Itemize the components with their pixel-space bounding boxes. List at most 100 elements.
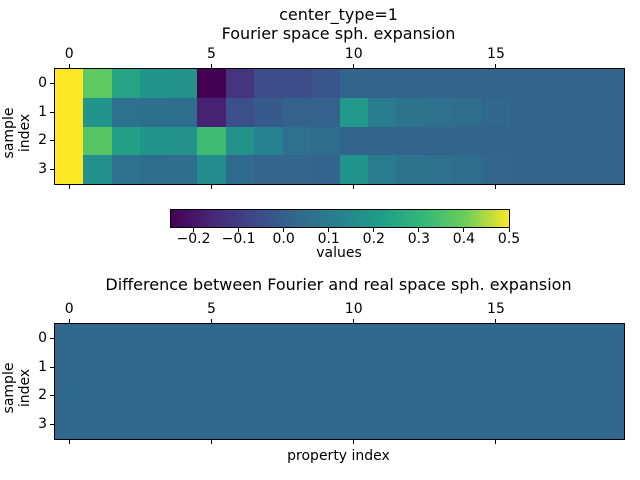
heatmap-cell	[538, 69, 568, 98]
colorbar-tick-label: −0.2	[176, 231, 211, 247]
heatmap-cell	[254, 381, 283, 411]
heatmap-cell	[311, 97, 340, 127]
colorbar-tick-mark	[283, 228, 285, 232]
heatmap-cell	[396, 352, 425, 382]
heatmap-cell	[168, 126, 198, 156]
x-tick-mark	[68, 64, 70, 68]
x-tick-label: 0	[64, 301, 74, 317]
heatmap-cell	[595, 381, 624, 411]
x-tick-mark	[495, 440, 497, 444]
y-tick-mark	[50, 424, 54, 426]
heatmap-cell	[339, 324, 368, 353]
heatmap-cell	[168, 410, 198, 439]
heatmap-cell	[510, 410, 539, 439]
heatmap-cell	[396, 155, 425, 184]
heatmap-cell	[567, 97, 596, 127]
heatmap-cell	[396, 97, 425, 127]
heatmap-cell	[311, 126, 340, 156]
heatmap-cell	[254, 126, 283, 156]
heatmap-cell	[168, 69, 198, 98]
x-tick-label: 15	[487, 46, 505, 62]
heatmap-cell	[339, 126, 368, 156]
heatmap-cell	[567, 324, 596, 353]
heatmap-cell	[567, 155, 596, 184]
heatmap-cell	[567, 410, 596, 439]
heatmap-cell	[567, 126, 596, 156]
heatmap-cell	[140, 352, 169, 382]
heatmap-cell	[396, 410, 425, 439]
colorbar-tick-label: −0.1	[221, 231, 256, 247]
heatmap-cell	[140, 97, 169, 127]
heatmap-cell	[311, 155, 340, 184]
y-tick-mark	[50, 169, 54, 171]
heatmap-cell	[481, 69, 511, 98]
colorbar-tick-mark	[193, 228, 195, 232]
heatmap-cell	[282, 410, 312, 439]
heatmap-cell	[282, 381, 312, 411]
heatmap-cell	[595, 126, 624, 156]
heatmap-cell	[339, 69, 368, 98]
y-tick-label: 3	[38, 416, 47, 433]
colorbar: −0.2 −0.1 0.0 0.1 0.2 0.3 0.4 0.5	[170, 209, 520, 247]
colorbar-tick-mark	[463, 228, 465, 232]
heatmap-cell	[83, 126, 112, 156]
heatmap-cell	[567, 69, 596, 98]
heatmap-cell	[367, 97, 397, 127]
y-tick-label: 2	[38, 132, 47, 149]
heatmap-cell	[396, 126, 425, 156]
y-tick-label: 2	[38, 387, 47, 404]
heatmap-cell	[339, 352, 368, 382]
heatmap-cell	[424, 324, 454, 353]
heatmap-cell	[83, 410, 112, 439]
colorbar-tick-label: 0.2	[362, 231, 385, 247]
heatmap-cell	[111, 410, 141, 439]
heatmap-cell	[339, 381, 368, 411]
heatmap-cell	[83, 69, 112, 98]
y-tick-mark	[50, 366, 54, 368]
heatmap-cell	[111, 69, 141, 98]
heatmap-cell	[111, 155, 141, 184]
heatmap-cell	[55, 410, 84, 439]
x-tick-label: 0	[64, 46, 74, 62]
heatmap-grid	[55, 324, 624, 439]
heatmap-cell	[254, 155, 283, 184]
heatmap-cell	[396, 324, 425, 353]
heatmap-cell	[225, 126, 255, 156]
x-tick-mark	[353, 319, 355, 323]
heatmap-cell	[55, 155, 84, 184]
colorbar-tick-mark	[508, 228, 510, 232]
heatmap-cell	[111, 381, 141, 411]
heatmap-cell	[481, 352, 511, 382]
top-heatmap-title: Fourier space sph. expansion	[221, 24, 456, 43]
heatmap-cell	[225, 352, 255, 382]
heatmap-cell	[481, 381, 511, 411]
y-tick-label: 3	[38, 161, 47, 178]
colorbar-tick-label: 0.5	[497, 231, 521, 247]
heatmap-cell	[538, 410, 568, 439]
heatmap-cell	[424, 410, 454, 439]
heatmap-cell	[453, 410, 482, 439]
heatmap-cell	[140, 410, 169, 439]
heatmap-cell	[140, 155, 169, 184]
y-tick-mark	[50, 140, 54, 142]
x-tick-label: 10	[344, 301, 363, 317]
heatmap-cell	[453, 381, 482, 411]
heatmap-cell	[197, 381, 226, 411]
heatmap-cell	[282, 352, 312, 382]
heatmap-cell	[510, 352, 539, 382]
heatmap-cell	[481, 324, 511, 353]
x-tick-mark	[495, 319, 497, 323]
heatmap-cell	[510, 69, 539, 98]
y-tick-label: 1	[38, 103, 47, 120]
heatmap-cell	[168, 324, 198, 353]
bottom-heatmap: 0 5 10 15 0 1 2 3	[38, 301, 625, 444]
heatmap-cell	[140, 324, 169, 353]
heatmap-cell	[481, 410, 511, 439]
heatmap-cell	[225, 155, 255, 184]
heatmap-cell	[140, 69, 169, 98]
heatmap-cell	[510, 155, 539, 184]
heatmap-cell	[367, 324, 397, 353]
y-tick-label: 1	[38, 358, 47, 375]
colorbar-tick-label: 0.1	[317, 231, 340, 247]
heatmap-cell	[83, 381, 112, 411]
